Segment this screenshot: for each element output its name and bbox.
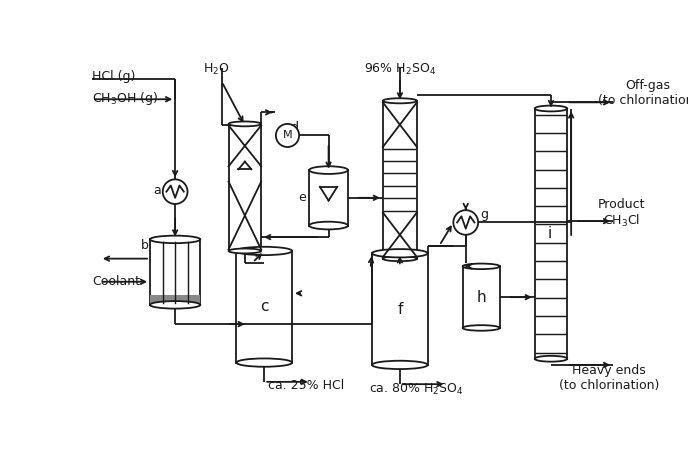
Circle shape	[276, 124, 299, 147]
Ellipse shape	[383, 98, 417, 103]
Text: Product
CH$_3$Cl: Product CH$_3$Cl	[597, 198, 645, 229]
Text: H$_2$O: H$_2$O	[203, 62, 230, 77]
Bar	[535, 108, 568, 359]
Ellipse shape	[228, 248, 261, 253]
Text: b: b	[140, 239, 149, 252]
Text: h: h	[476, 290, 486, 305]
Text: M: M	[283, 131, 292, 141]
Ellipse shape	[372, 361, 428, 369]
Bar	[462, 266, 500, 328]
Circle shape	[453, 210, 478, 235]
Bar	[228, 124, 261, 251]
Ellipse shape	[372, 249, 428, 258]
Ellipse shape	[535, 356, 568, 362]
Text: Off-gas
(to chlorination): Off-gas (to chlorination)	[597, 79, 688, 107]
Ellipse shape	[237, 247, 292, 255]
Ellipse shape	[150, 301, 200, 308]
Bar	[150, 295, 200, 305]
Ellipse shape	[309, 222, 348, 229]
Text: CH$_3$OH (g): CH$_3$OH (g)	[92, 90, 158, 107]
Text: ca. 80% H$_2$SO$_4$: ca. 80% H$_2$SO$_4$	[369, 382, 464, 397]
Bar	[237, 251, 292, 363]
Ellipse shape	[535, 106, 568, 111]
Text: g: g	[480, 208, 488, 221]
Bar	[383, 101, 417, 258]
Ellipse shape	[462, 325, 500, 331]
Text: HCl (g): HCl (g)	[92, 70, 136, 83]
Bar	[309, 170, 348, 226]
Ellipse shape	[150, 236, 200, 243]
Text: e: e	[299, 191, 306, 204]
Text: a: a	[153, 184, 161, 197]
Text: d: d	[290, 121, 298, 134]
Text: c: c	[260, 299, 268, 314]
Bar	[372, 253, 428, 365]
Text: Coolant: Coolant	[92, 275, 140, 288]
Ellipse shape	[228, 121, 261, 126]
Text: f: f	[397, 302, 402, 317]
Text: i: i	[548, 226, 552, 241]
Text: 96% H$_2$SO$_4$: 96% H$_2$SO$_4$	[364, 62, 436, 77]
Ellipse shape	[309, 166, 348, 174]
Ellipse shape	[383, 256, 417, 261]
Text: Heavy ends
(to chlorination): Heavy ends (to chlorination)	[559, 364, 659, 392]
Text: ca. 25% HCl: ca. 25% HCl	[268, 379, 345, 392]
Circle shape	[163, 179, 188, 204]
Bar	[150, 239, 200, 305]
Ellipse shape	[462, 263, 500, 269]
Ellipse shape	[237, 359, 292, 367]
